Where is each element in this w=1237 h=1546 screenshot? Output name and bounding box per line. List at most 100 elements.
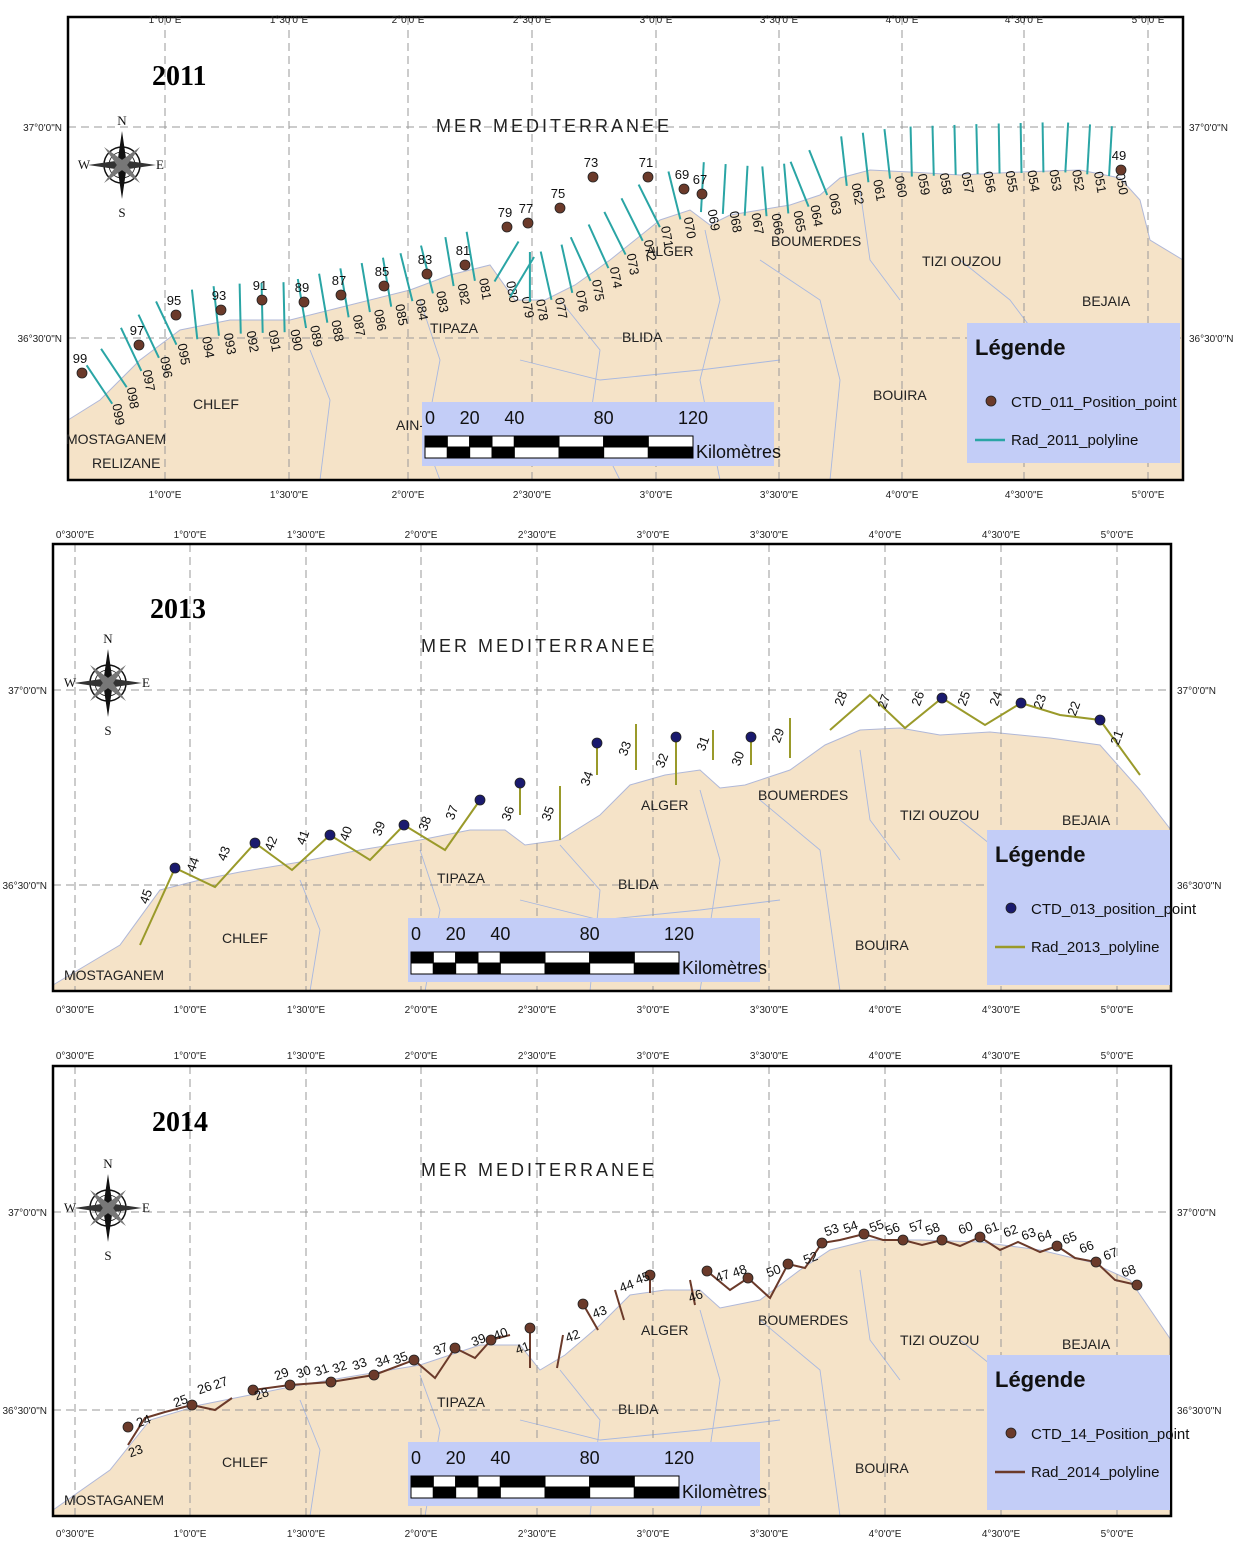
station-point-label: 73 <box>584 155 598 170</box>
station-point <box>701 1265 713 1277</box>
radial-line <box>909 126 913 177</box>
radial-line <box>975 124 979 175</box>
station-label: 33 <box>350 1354 369 1373</box>
radial-line <box>85 364 114 405</box>
scale-segment <box>432 962 457 975</box>
scale-tick-label: 0 <box>411 924 421 944</box>
scale-segment <box>603 446 649 459</box>
scale-segment <box>589 1486 635 1499</box>
radial-line <box>465 231 476 281</box>
station-point-label: 87 <box>332 273 346 288</box>
compass-south-label: S <box>118 205 125 220</box>
station-label: 36 <box>498 804 517 823</box>
longitude-tick-top: 1°30'0"E <box>287 1051 326 1062</box>
station-label: 64 <box>1035 1226 1054 1245</box>
longitude-tick-bottom: 3°0'0"E <box>640 490 673 501</box>
radial-label: 067 <box>748 212 767 236</box>
station-point <box>170 309 182 321</box>
legend-point-symbol <box>1005 1427 1017 1439</box>
admin-boundary <box>759 1319 841 1517</box>
sea-label: MER MEDITERRANEE <box>436 116 672 136</box>
radial-line <box>761 166 768 217</box>
radial-label: 098 <box>124 386 143 410</box>
radial-line <box>238 283 242 334</box>
radial-label: 077 <box>552 296 571 320</box>
legend-background <box>987 830 1170 985</box>
station-label: 65 <box>1060 1228 1079 1247</box>
scale-segment <box>633 962 680 975</box>
scale-segment <box>410 951 434 964</box>
radial-label: 079 <box>519 295 538 319</box>
place-label-mostaganem: MOSTAGANEM <box>64 967 164 983</box>
scale-bar: 0 20 40 80 120 Kilomètres <box>408 1442 767 1506</box>
station-label: 30 <box>294 1362 313 1381</box>
station-label: 35 <box>391 1348 410 1367</box>
longitude-tick-bottom: 3°30'0"E <box>750 1005 789 1016</box>
compass-west-label: W <box>78 157 91 172</box>
radial-line <box>1086 124 1092 175</box>
radial-label: 058 <box>937 172 956 196</box>
station-point <box>398 819 410 831</box>
station-label: 24 <box>986 689 1005 708</box>
radial-line <box>155 301 178 346</box>
scale-segment <box>469 446 493 459</box>
scale-tick-label: 80 <box>580 1448 600 1468</box>
radial-label: 053 <box>1046 168 1065 192</box>
place-label-bouira: BOUIRA <box>873 387 927 403</box>
radial-label: 078 <box>533 298 552 322</box>
place-label-tizi-ouzou: TIZI OUZOU <box>900 807 979 823</box>
radial-line <box>399 253 414 302</box>
latitude-tick-right: 36°30'0"N <box>1177 1406 1222 1417</box>
radial-label: 061 <box>870 178 889 202</box>
map-frame <box>51 542 1173 993</box>
longitude-tick-top: 2°30'0"E <box>518 530 557 541</box>
compass-rose-icon: N S E W <box>64 1156 150 1263</box>
station-point <box>325 1376 337 1388</box>
radial-label: 090 <box>287 328 306 352</box>
place-label-alger: ALGER <box>641 797 688 813</box>
longitude-tick-bottom: 0°30'0"E <box>56 1529 95 1540</box>
radial-label: 051 <box>1091 170 1110 194</box>
compass-west-label: W <box>64 1200 77 1215</box>
radial-label: 057 <box>958 171 977 195</box>
station-point <box>524 1322 536 1334</box>
station-point <box>936 1234 948 1246</box>
radial-label: 073 <box>624 252 643 276</box>
place-label-relizane: RELIZANE <box>92 455 160 471</box>
scale-tick-label: 20 <box>446 1448 466 1468</box>
station-label: 41 <box>513 1338 532 1357</box>
radial-label: 071 <box>658 225 677 249</box>
station-label: 30 <box>728 749 747 768</box>
admin-boundary <box>519 1419 781 1441</box>
radial-line <box>789 161 810 207</box>
compass-diag-star-2 <box>90 1190 126 1226</box>
radial-label: 069 <box>705 208 724 232</box>
station-point-label: 83 <box>418 252 432 267</box>
sea-label: MER MEDITERRANEE <box>421 1160 657 1180</box>
longitude-tick-bottom: 4°30'0"E <box>982 1005 1021 1016</box>
longitude-tick-top: 1°30'0"E <box>270 15 309 26</box>
legend-point-symbol <box>1005 902 1017 914</box>
longitude-tick-bottom: 3°30'0"E <box>750 1529 789 1540</box>
station-label: 45 <box>136 887 155 906</box>
station-point-label: 85 <box>375 264 389 279</box>
station-point <box>1090 1256 1102 1268</box>
station-point <box>514 777 526 789</box>
longitude-tick-top: 2°0'0"E <box>405 530 438 541</box>
radial-line <box>539 251 553 301</box>
place-label-boumerdes: BOUMERDES <box>771 233 861 249</box>
station-label: 27 <box>211 1373 230 1392</box>
station-point-label: 93 <box>212 288 226 303</box>
longitude-tick-top: 1°30'0"E <box>287 530 326 541</box>
longitude-tick-top: 0°30'0"E <box>56 1051 95 1062</box>
station-point <box>644 1269 656 1281</box>
place-label-mostaganem: MOSTAGANEM <box>64 1492 164 1508</box>
station-point-label: 67 <box>693 172 707 187</box>
station-point <box>186 1399 198 1411</box>
admin-boundary <box>859 1269 901 1381</box>
station-label: 35 <box>538 804 557 823</box>
place-label-mostaganem: MOSTAGANEM <box>66 431 166 447</box>
station-label: 40 <box>491 1324 510 1343</box>
radial-label: 072 <box>641 238 660 262</box>
station-label: 25 <box>171 1391 190 1410</box>
